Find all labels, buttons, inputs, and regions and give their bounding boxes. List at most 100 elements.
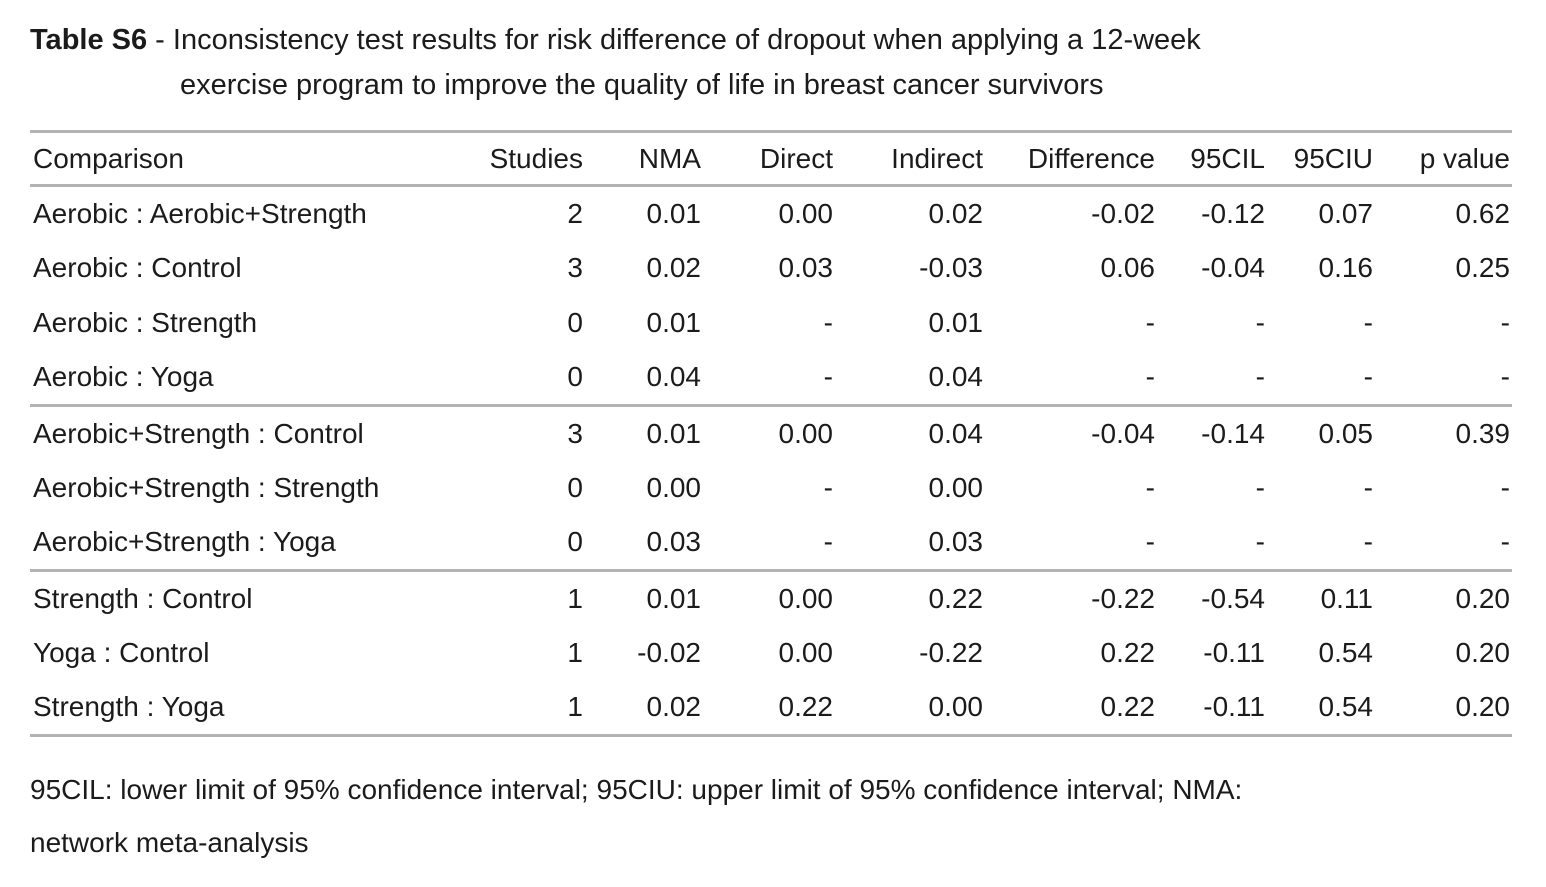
cell-comparison: Strength : Control [30,569,470,626]
cell-nma: 0.03 [646,526,702,558]
cell-comparison: Aerobic : Aerobic+Strength [33,197,367,229]
cell-p-value: 0.39 [1375,404,1512,461]
cell-nma: 0.02 [646,252,702,283]
table-footnote: 95CIL: lower limit of 95% confidence int… [30,763,1512,869]
table-header-row: Comparison Studies NMA Direct Indirect D… [30,131,1512,187]
cell-comparison: Strength : Yoga [33,691,225,723]
cell-ci-upper-95: 0.54 [1318,691,1374,723]
cell-nma: 0.04 [646,361,702,393]
table-row: Aerobic+Strength : Yoga 0 0.03 - 0.03 - - - - [30,516,1512,571]
cell-ci-upper-95: 0.16 [1318,252,1374,283]
cell-direct: 0.00 [703,404,835,461]
cell-comparison: Aerobic : Yoga [33,361,214,393]
cell-difference: - [1145,361,1155,393]
column-header-difference: Difference [985,131,1157,187]
cell-nma: 0.01 [585,404,703,461]
cell-nma: 0.01 [585,569,703,626]
cell-p-value: - [1500,307,1510,338]
cell-studies: 3 [567,252,583,283]
caption-text-line-1: Inconsistency test results for risk diff… [172,24,1201,56]
cell-nma: 0.02 [646,691,702,723]
cell-indirect: 0.03 [928,526,984,558]
cell-ci-upper-95: 0.11 [1267,569,1375,626]
cell-ci-upper-95: 0.05 [1267,404,1375,461]
table-row: Strength : Control 1 0.01 0.00 0.22 -0.22 -0.5… [30,569,1512,626]
cell-ci-upper-95: 0.54 [1318,637,1374,668]
cell-studies: 1 [567,691,583,723]
cell-ci-lower-95: -0.12 [1201,197,1265,229]
cell-difference: - [1145,307,1155,338]
footnote-line-2: network meta-analysis [30,827,309,858]
cell-direct: 0.22 [778,691,834,723]
caption-text-line-2: exercise program to improve the quality … [180,69,1104,101]
table-row: Aerobic : Strength 0 0.01 - 0.01 - - - - [30,296,1512,351]
cell-nma: 0.00 [646,472,702,503]
cell-ci-lower-95: - [1255,361,1265,393]
caption-separator: - [147,24,173,56]
cell-p-value: - [1500,361,1510,393]
caption-line-1: Table S6 - Inconsistency test results fo… [30,18,1512,63]
cell-direct: 0.00 [703,569,835,626]
cell-difference: - [1145,526,1155,558]
column-header-comparison: Comparison [30,131,470,187]
column-header-p-value: p value [1375,131,1512,187]
table-row: Aerobic : Yoga 0 0.04 - 0.04 - - - - [30,351,1512,406]
column-header-direct: Direct [703,131,835,187]
cell-comparison: Yoga : Control [33,637,210,668]
cell-ci-upper-95: - [1363,472,1373,503]
cell-direct: 0.00 [778,197,834,229]
table-caption: Table S6 - Inconsistency test results fo… [30,18,1512,108]
cell-p-value: 0.20 [1375,569,1512,626]
cell-ci-lower-95: -0.11 [1203,691,1265,723]
cell-studies: 1 [567,637,583,668]
table-row: Aerobic+Strength : Strength 0 0.00 - 0.00 - - -… [30,461,1512,516]
cell-ci-lower-95: - [1255,472,1265,503]
cell-studies: 0 [567,526,583,558]
cell-difference: 0.06 [1100,252,1156,283]
cell-comparison: Aerobic+Strength : Yoga [33,526,336,558]
cell-ci-lower-95: -0.54 [1157,569,1267,626]
cell-direct: - [823,361,833,393]
cell-studies: 1 [470,569,585,626]
cell-direct: 0.03 [778,252,834,283]
column-header-ci-upper-95: 95CIU [1267,131,1375,187]
cell-studies: 2 [567,197,583,229]
cell-nma: 0.01 [646,197,702,229]
cell-difference: -0.22 [985,569,1157,626]
document-page: Table S6 - Inconsistency test results fo… [30,18,1512,869]
cell-indirect: 0.04 [928,361,984,393]
column-header-nma: NMA [585,131,703,187]
cell-difference: 0.22 [1100,691,1156,723]
column-header-indirect: Indirect [835,131,985,187]
cell-p-value: 0.20 [1455,691,1511,723]
cell-p-value: 0.62 [1455,197,1511,229]
cell-difference: - [1145,472,1155,503]
cell-comparison: Aerobic+Strength : Strength [33,472,380,503]
cell-ci-lower-95: -0.14 [1157,404,1267,461]
cell-ci-lower-95: -0.11 [1203,637,1265,668]
cell-studies: 3 [470,404,585,461]
footnote-line-1: 95CIL: lower limit of 95% confidence int… [30,774,1243,805]
cell-comparison: Aerobic : Control [33,252,242,283]
cell-ci-upper-95: - [1363,307,1373,338]
cell-indirect: 0.01 [928,307,984,338]
cell-indirect: 0.04 [835,404,985,461]
table-row: Yoga : Control 1 -0.02 0.00 -0.22 0.22 -0.11 0.… [30,626,1512,681]
cell-nma: -0.02 [637,637,701,668]
cell-comparison: Aerobic+Strength : Control [30,404,470,461]
cell-comparison: Aerobic : Strength [33,307,258,338]
table-number-label: Table S6 [30,24,148,56]
column-header-ci-lower-95: 95CIL [1157,131,1267,187]
table-row: Aerobic : Aerobic+Strength 2 0.01 0.00 0.02 -… [30,186,1512,241]
table-row: Aerobic+Strength : Control 3 0.01 0.00 0.04 -… [30,404,1512,461]
table-body: Aerobic : Aerobic+Strength 2 0.01 0.00 0.02-… [30,186,1512,736]
cell-indirect: 0.00 [928,691,984,723]
cell-studies: 0 [567,472,583,503]
cell-nma: 0.01 [646,307,702,338]
cell-ci-upper-95: - [1363,361,1373,393]
cell-studies: 0 [567,361,583,393]
cell-indirect: 0.22 [835,569,985,626]
cell-difference: -0.02 [1091,197,1155,229]
table-row: Strength : Yoga 1 0.02 0.22 0.00 0.22 -0.11 0.5… [30,681,1512,736]
cell-p-value: 0.25 [1455,252,1511,283]
